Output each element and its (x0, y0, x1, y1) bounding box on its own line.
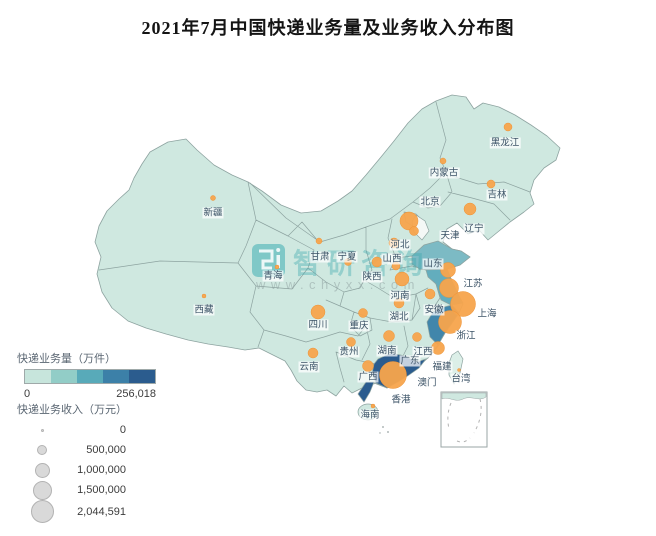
revenue-legend-row: 0 (22, 420, 126, 440)
revenue-bubble-湖北[interactable] (393, 297, 405, 309)
revenue-bubble-湖南[interactable] (383, 330, 395, 342)
revenue-bubble-西藏[interactable] (201, 293, 207, 299)
volume-max-label: 256,018 (116, 388, 156, 400)
small-island-dot (387, 431, 389, 433)
revenue-bubble-福建[interactable] (431, 341, 445, 355)
inset-coastline (441, 392, 487, 401)
nine-dash-line (447, 398, 482, 443)
revenue-legend-circle (34, 462, 50, 478)
volume-color-segment (103, 370, 129, 383)
volume-color-segment (25, 370, 51, 383)
revenue-legend-rows: 0 500,000 1,000,000 1,500,000 2,044,591 (22, 420, 126, 523)
revenue-bubble-天津[interactable] (409, 226, 419, 236)
volume-legend-title: 快递业务量（万件） (17, 353, 116, 365)
revenue-legend-value: 500,000 (86, 444, 126, 456)
revenue-legend-value: 1,500,000 (77, 484, 126, 496)
revenue-bubble-山东[interactable] (440, 262, 456, 278)
revenue-bubble-浙江[interactable] (438, 310, 462, 334)
revenue-legend-circle (37, 445, 47, 455)
revenue-bubble-重庆[interactable] (358, 308, 368, 318)
small-island-dot (379, 432, 381, 434)
revenue-bubble-新疆[interactable] (210, 195, 216, 201)
revenue-bubble-黑龙江[interactable] (503, 122, 513, 132)
south-china-sea-inset (440, 391, 488, 448)
revenue-bubble-陕西[interactable] (371, 256, 383, 268)
revenue-bubble-江西[interactable] (412, 332, 422, 342)
volume-min-label: 0 (24, 388, 31, 400)
revenue-bubble-河北[interactable] (388, 237, 400, 249)
revenue-bubble-河南[interactable] (394, 271, 410, 287)
revenue-bubble-台湾[interactable] (457, 368, 461, 372)
revenue-bubble-贵州[interactable] (346, 337, 356, 347)
chart-title: 2021年7月中国快递业务量及业务收入分布图 (141, 18, 515, 38)
revenue-legend-value: 2,044,591 (77, 505, 126, 518)
watermark-logo-icon (259, 249, 274, 270)
revenue-legend-value: 1,000,000 (77, 464, 126, 476)
revenue-legend-row: 2,044,591 (22, 500, 126, 523)
revenue-bubble-四川[interactable] (310, 304, 326, 320)
revenue-bubble-北京[interactable] (399, 211, 419, 231)
revenue-bubble-山西[interactable] (391, 261, 401, 271)
revenue-legend-row: 500,000 (22, 440, 126, 460)
revenue-bubble-内蒙古[interactable] (439, 157, 447, 165)
revenue-bubble-广东[interactable] (379, 361, 407, 389)
revenue-bubble-吉林[interactable] (486, 179, 496, 189)
revenue-bubble-安徽[interactable] (424, 288, 436, 300)
revenue-legend-row: 1,000,000 (22, 460, 126, 480)
revenue-bubble-辽宁[interactable] (463, 202, 477, 216)
revenue-bubble-青海[interactable] (274, 264, 280, 270)
revenue-bubble-江苏[interactable] (439, 278, 459, 298)
taiwan-island[interactable] (448, 350, 464, 385)
revenue-bubble-上海[interactable] (450, 291, 476, 317)
watermark-brand: 智研咨询 (293, 248, 429, 279)
revenue-legend-circle (32, 480, 52, 500)
volume-colorbar (24, 369, 156, 384)
revenue-bubble-广西[interactable] (362, 360, 374, 372)
revenue-bubble-宁夏[interactable] (344, 258, 352, 266)
revenue-legend-circle (40, 428, 44, 432)
small-island-dot (382, 426, 384, 428)
volume-color-segment (129, 370, 155, 383)
volume-colorbar-scale: 0 256,018 (24, 388, 156, 400)
revenue-legend-row: 1,500,000 (22, 480, 126, 500)
china-landmass[interactable] (94, 94, 561, 397)
revenue-bubble-云南[interactable] (307, 347, 319, 359)
revenue-legend-value: 0 (119, 424, 126, 436)
volume-color-segment (51, 370, 77, 383)
revenue-bubble-海南[interactable] (370, 403, 376, 409)
volume-color-segment (77, 370, 103, 383)
revenue-bubble-甘肃[interactable] (315, 237, 323, 245)
revenue-legend-circle (30, 500, 54, 523)
revenue-legend-title: 快递业务收入（万元） (17, 404, 127, 416)
